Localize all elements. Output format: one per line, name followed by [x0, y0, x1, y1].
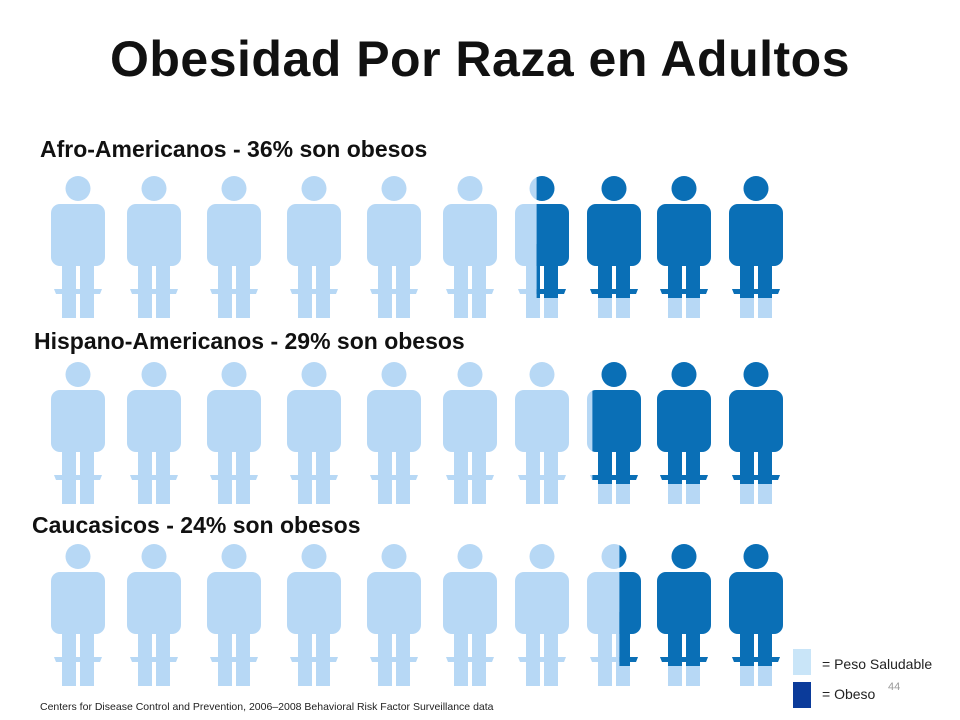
source-note: Centers for Disease Control and Preventi…: [40, 701, 494, 713]
person-figure: [587, 544, 641, 686]
legend-label-obese: = Obeso: [822, 686, 876, 702]
page-title: Obesidad Por Raza en Adultos: [109, 31, 851, 87]
person-figure: [51, 544, 105, 686]
person-figure: [207, 176, 261, 318]
person-figure: [127, 176, 181, 318]
person-figure: [657, 544, 711, 686]
legend-swatch-obese: [793, 682, 811, 708]
row-label-caucasicos: Caucasicos - 24% son obesos: [32, 512, 361, 538]
person-figure: [587, 176, 641, 318]
row-label-afro-americanos: Afro-Americanos - 36% son obesos: [40, 136, 428, 162]
person-figure: [657, 176, 711, 318]
person-figure: [657, 362, 711, 504]
legend-label-healthy: = Peso Saludable: [822, 656, 933, 672]
person-figure: [367, 544, 421, 686]
person-figure: [729, 362, 783, 504]
person-figure: [127, 544, 181, 686]
person-figure: [443, 362, 497, 504]
person-figure: [443, 176, 497, 318]
person-figure: [207, 544, 261, 686]
person-figure: [729, 544, 783, 686]
person-figure: [367, 176, 421, 318]
person-figure: [515, 544, 569, 686]
person-figure: [287, 176, 341, 318]
person-figure: [443, 544, 497, 686]
page-number: 44: [888, 681, 901, 693]
person-figure: [127, 362, 181, 504]
person-figure: [287, 362, 341, 504]
row-label-hispano-americanos: Hispano-Americanos - 29% son obesos: [34, 328, 465, 354]
person-figure: [367, 362, 421, 504]
person-figure: [729, 176, 783, 318]
person-figure: [515, 362, 569, 504]
person-figure: [287, 544, 341, 686]
person-figure: [51, 362, 105, 504]
person-figure: [207, 362, 261, 504]
legend-swatch-healthy: [793, 649, 811, 675]
person-figure: [587, 362, 641, 504]
person-figure: [51, 176, 105, 318]
person-figure: [515, 176, 569, 318]
